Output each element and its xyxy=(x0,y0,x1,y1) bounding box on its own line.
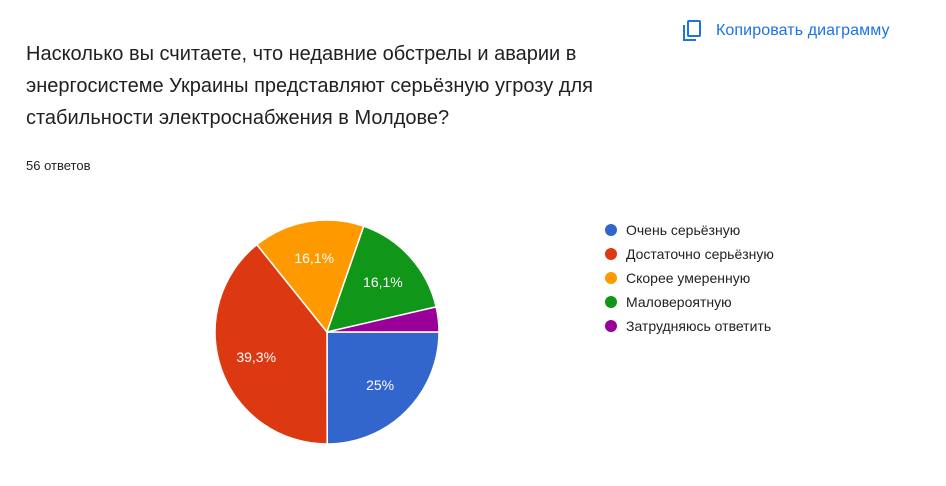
slice-data-label: 16,1% xyxy=(363,274,403,290)
legend-label: Достаточно серьёзную xyxy=(626,246,774,262)
legend-swatch xyxy=(605,248,617,260)
legend-label: Очень серьёзную xyxy=(626,222,741,238)
legend-swatch xyxy=(605,272,617,284)
question-title: Насколько вы считаете, что недавние обст… xyxy=(26,43,593,129)
pie-slice-1[interactable] xyxy=(326,331,440,445)
pie-chart: 25% 39,3% 16,1% 16,1% xyxy=(214,219,440,445)
legend-item[interactable]: Очень серьёзную xyxy=(605,218,774,242)
responses-count: 56 ответов xyxy=(26,158,91,173)
legend-swatch xyxy=(605,224,617,236)
pie-slice-2[interactable] xyxy=(214,243,328,445)
legend-swatch xyxy=(605,320,617,332)
legend-item[interactable]: Достаточно серьёзную xyxy=(605,242,774,266)
chart-legend: Очень серьёзную Достаточно серьёзную Скоре… xyxy=(605,218,774,338)
pie-slice-3[interactable] xyxy=(255,219,365,334)
legend-label: Затрудняюсь ответить xyxy=(626,318,772,334)
slice-data-label: 39,3% xyxy=(236,349,276,365)
copy-icon xyxy=(680,19,704,43)
pie-slice-4[interactable] xyxy=(325,225,438,334)
legend-label: Маловероятную xyxy=(626,294,732,310)
legend-item[interactable]: Затрудняюсь ответить xyxy=(605,314,774,338)
legend-item[interactable]: Маловероятную xyxy=(605,290,774,314)
legend-swatch xyxy=(605,296,617,308)
legend-label: Скорее умеренную xyxy=(626,270,751,286)
legend-item[interactable]: Скорее умеренную xyxy=(605,266,774,290)
slice-data-label: 16,1% xyxy=(294,250,334,266)
pie-slice-5[interactable] xyxy=(326,306,440,333)
slice-data-label: 25% xyxy=(366,377,394,393)
copy-chart-label: Копировать диаграмму xyxy=(716,22,890,39)
copy-chart-button[interactable]: Копировать диаграмму xyxy=(680,14,890,48)
